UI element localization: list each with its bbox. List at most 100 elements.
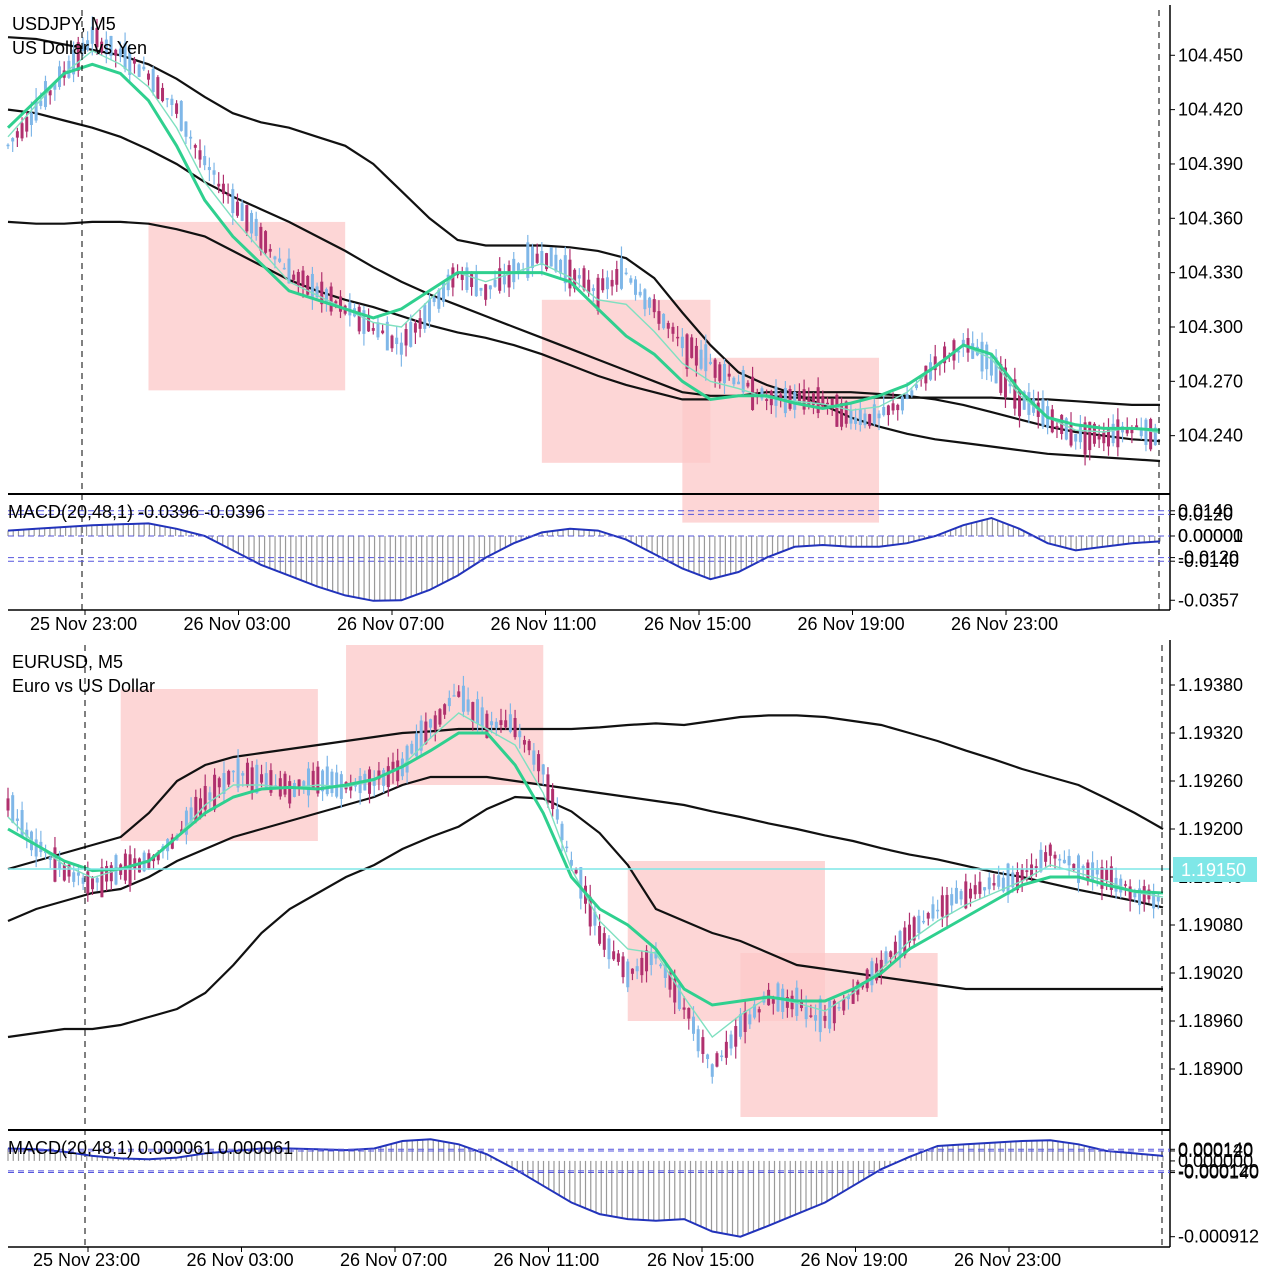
price-tick-label: 1.18960 [1178, 1011, 1243, 1031]
candle-body [1001, 877, 1005, 892]
candle-body [283, 773, 287, 795]
candle-body [386, 766, 390, 788]
candle-body [189, 807, 193, 822]
candle-body [474, 273, 478, 297]
candle-body [732, 377, 736, 385]
candle-body [1083, 422, 1087, 455]
candle-body [1097, 435, 1101, 440]
candle-body [1156, 896, 1160, 902]
candle-body [734, 1026, 738, 1047]
candle-body [1123, 884, 1127, 886]
macd-tick-label: 0.00001 [1178, 526, 1243, 546]
candle-body [217, 183, 221, 187]
candle-body [306, 276, 310, 295]
candle-body [757, 1009, 761, 1013]
candle-body [409, 321, 413, 347]
candle-body [91, 878, 95, 890]
candle-body [245, 205, 249, 232]
candle-body [1091, 862, 1095, 881]
candle-body [1149, 419, 1153, 450]
candle-body [15, 131, 19, 138]
price-tick-label: 104.330 [1178, 263, 1243, 283]
ma-line [6, 62, 1161, 432]
candle-body [184, 810, 188, 835]
candle-body [807, 397, 811, 406]
candle-body [466, 699, 470, 712]
candle-body [227, 770, 231, 785]
candle-body [109, 35, 113, 56]
candle-body [554, 254, 558, 272]
candle-body [771, 999, 775, 1004]
candle-body [1119, 878, 1123, 893]
candle-body [530, 246, 534, 269]
candle-body [849, 409, 853, 424]
candle-body [461, 685, 465, 712]
time-tick-label: 26 Nov 15:00 [647, 1250, 754, 1270]
candle-body [72, 49, 76, 75]
candle-body [746, 382, 750, 387]
candle-body [715, 1053, 719, 1067]
candle-body [465, 267, 469, 290]
candle-body [802, 389, 806, 410]
candle-body [565, 846, 569, 849]
candle-body [1133, 892, 1137, 898]
price-tick-label: 104.450 [1178, 45, 1243, 65]
candle-body [250, 767, 254, 793]
candle-body [1003, 367, 1007, 398]
candle-body [310, 273, 314, 299]
candle-body [912, 917, 916, 941]
macd-tick-label: -0.000140 [1178, 1163, 1259, 1183]
candle-body [1106, 427, 1110, 447]
candle-body [830, 398, 834, 406]
candle-body [685, 334, 689, 370]
top-candles [6, 16, 1157, 466]
time-tick-label: 26 Nov 19:00 [798, 614, 905, 634]
candle-body [1013, 379, 1017, 409]
ma-line [7, 731, 1164, 1007]
candle-body [610, 279, 614, 287]
candle-body [1018, 389, 1022, 417]
price-tick-label: 104.390 [1178, 154, 1243, 174]
candle-body [72, 872, 76, 882]
candle-body [1044, 852, 1048, 862]
candle-body [330, 771, 334, 794]
macd-tick-label: -0.000912 [1178, 1227, 1259, 1247]
candle-body [443, 704, 447, 715]
candle-body [863, 413, 867, 426]
candle-body [954, 887, 958, 904]
candle-body [508, 714, 512, 732]
candle-body [1102, 431, 1106, 444]
candle-body [194, 796, 198, 822]
candle-body [58, 861, 62, 870]
candle-body [236, 758, 240, 788]
candle-body [844, 401, 848, 424]
usdjpy-chart: 104.450 104.420 104.390 104.360 104.330 104.3… [6, 5, 1243, 634]
price-tick-label: 104.360 [1178, 208, 1243, 228]
candle-body [545, 253, 549, 270]
time-tick-label: 26 Nov 11:00 [494, 1250, 600, 1270]
candle-body [898, 931, 902, 958]
candle-body [945, 894, 949, 918]
candle-body [879, 959, 883, 974]
candle-body [546, 774, 550, 800]
candle-body [677, 984, 681, 1010]
candle-body [161, 87, 165, 102]
candle-body [1020, 869, 1024, 882]
candle-body [86, 40, 90, 51]
candle-body [701, 1037, 705, 1054]
candle-body [504, 720, 508, 728]
top-price-axis: 104.450 104.420 104.390 104.360 104.330 104.3… [1170, 45, 1243, 446]
top-bands [7, 36, 1161, 463]
candle-body [1053, 854, 1057, 859]
highlight-box [682, 357, 880, 523]
candle-body [577, 275, 581, 279]
candle-body [710, 1064, 714, 1077]
price-tick-label: 1.19200 [1178, 819, 1243, 839]
candle-body [221, 183, 225, 195]
candle-body [737, 381, 741, 385]
candle-body [410, 743, 414, 754]
candle-body [198, 150, 202, 160]
candle-body [680, 336, 684, 349]
candle-body [133, 858, 137, 869]
